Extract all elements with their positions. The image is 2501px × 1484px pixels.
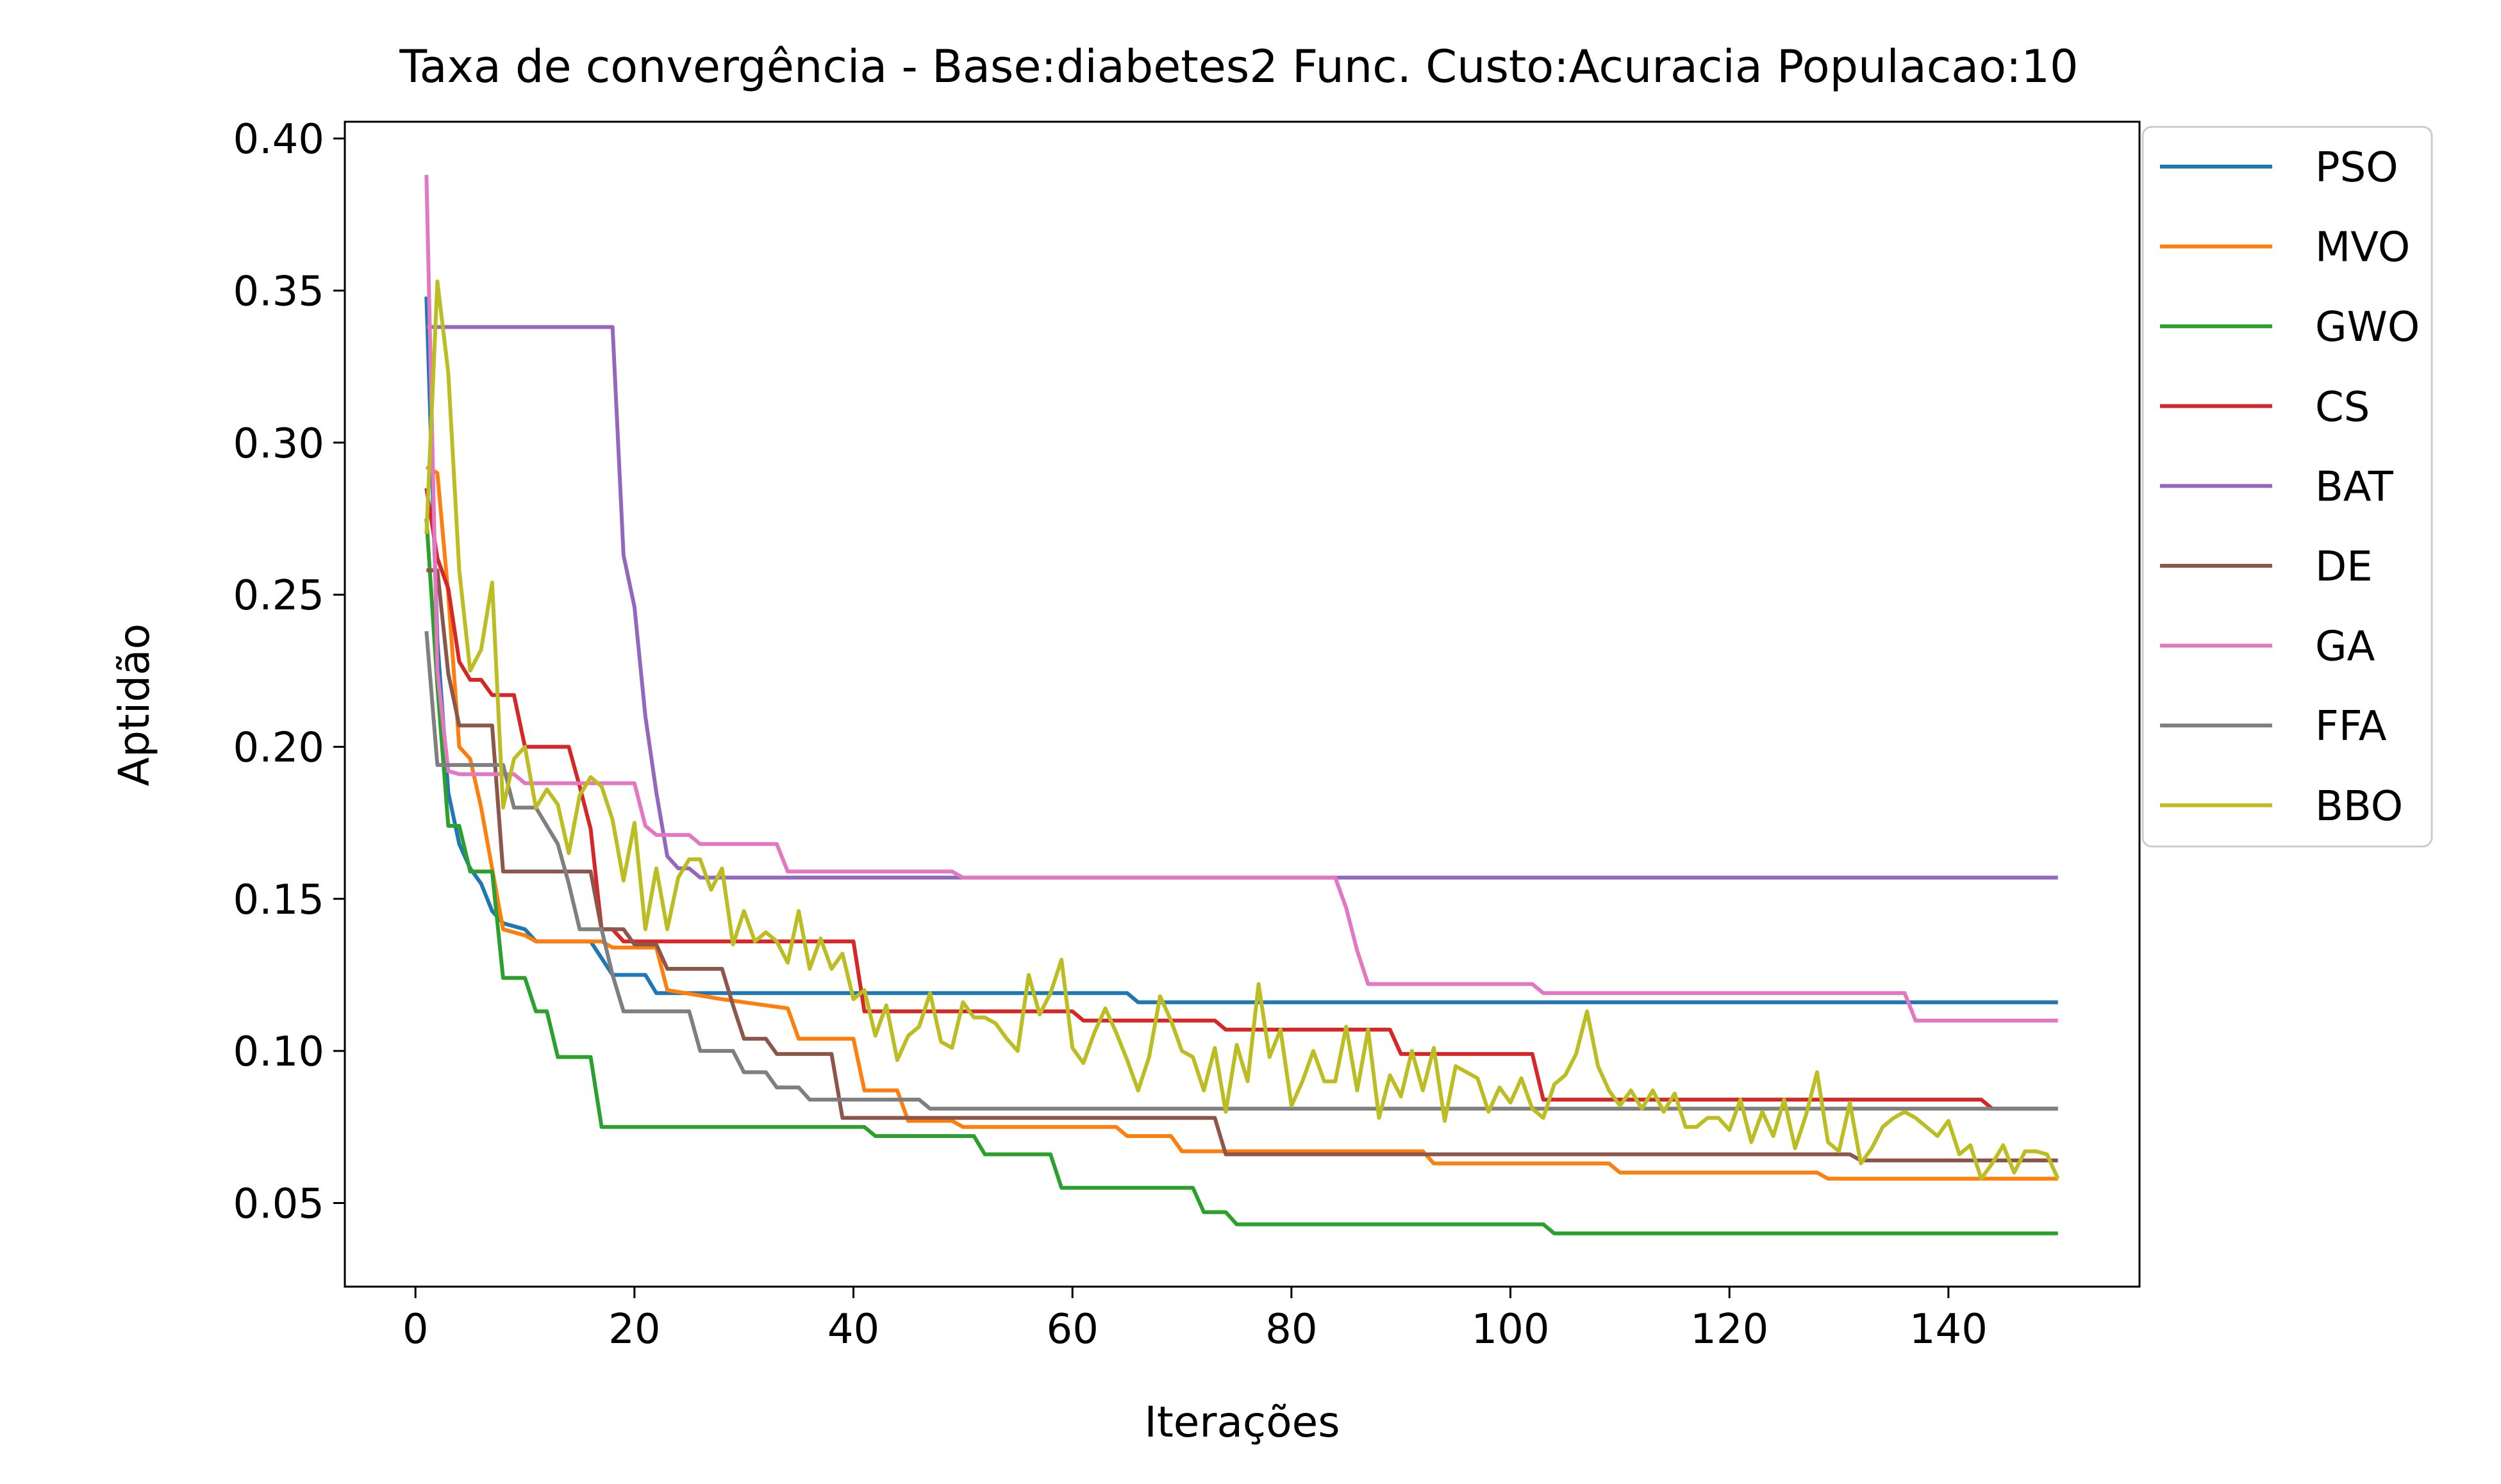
- legend-label-bbo: BBO: [2315, 783, 2403, 830]
- chart-title: Taxa de convergência - Base:diabetes2 Fu…: [399, 40, 2078, 93]
- x-axis-label: Iterações: [1144, 1397, 1340, 1447]
- series-line-cs: [424, 488, 2058, 1111]
- y-tick-label: 0.35: [233, 268, 325, 315]
- legend-label-mvo: MVO: [2315, 224, 2410, 272]
- plot-frame: [344, 120, 2141, 1288]
- series-line-mvo: [425, 465, 2058, 1181]
- series-line-bat: [426, 325, 2058, 880]
- legend-label-de: DE: [2315, 543, 2373, 591]
- x-tick-label: 60: [1046, 1306, 1098, 1353]
- y-tick-label: 0.20: [233, 724, 325, 771]
- series-line-de: [426, 568, 2058, 1162]
- y-tick-label: 0.15: [233, 877, 325, 924]
- y-tick-label: 0.10: [233, 1028, 325, 1076]
- y-tick-label: 0.05: [233, 1180, 325, 1228]
- x-tick-label: 0: [403, 1306, 429, 1353]
- legend-label-ga: GA: [2315, 623, 2375, 671]
- legend-label-ffa: FFA: [2315, 703, 2387, 750]
- series-line-gwo: [424, 518, 2058, 1235]
- y-tick-label: 0.25: [233, 572, 325, 620]
- x-tick-label: 120: [1690, 1306, 1768, 1353]
- legend-label-bat: BAT: [2315, 463, 2394, 511]
- legend-label-cs: CS: [2315, 384, 2370, 431]
- y-tick-label: 0.40: [233, 116, 325, 163]
- x-tick-label: 20: [608, 1306, 660, 1353]
- x-tick-label: 80: [1265, 1306, 1317, 1353]
- x-tick-label: 100: [1471, 1306, 1549, 1353]
- legend-label-pso: PSO: [2315, 144, 2398, 192]
- legend-frame: [2141, 126, 2433, 848]
- x-tick-label: 140: [1909, 1306, 1988, 1353]
- series-line-bbo: [424, 279, 2060, 1181]
- y-tick-label: 0.30: [233, 420, 325, 468]
- x-tick-label: 40: [827, 1306, 879, 1353]
- series-line-ffa: [424, 631, 2058, 1111]
- legend-label-gwo: GWO: [2315, 304, 2420, 351]
- y-axis-label: Aptidão: [110, 623, 159, 786]
- legend: PSO MVO GWO CS BAT DE GA FFA BBO: [2141, 126, 2433, 848]
